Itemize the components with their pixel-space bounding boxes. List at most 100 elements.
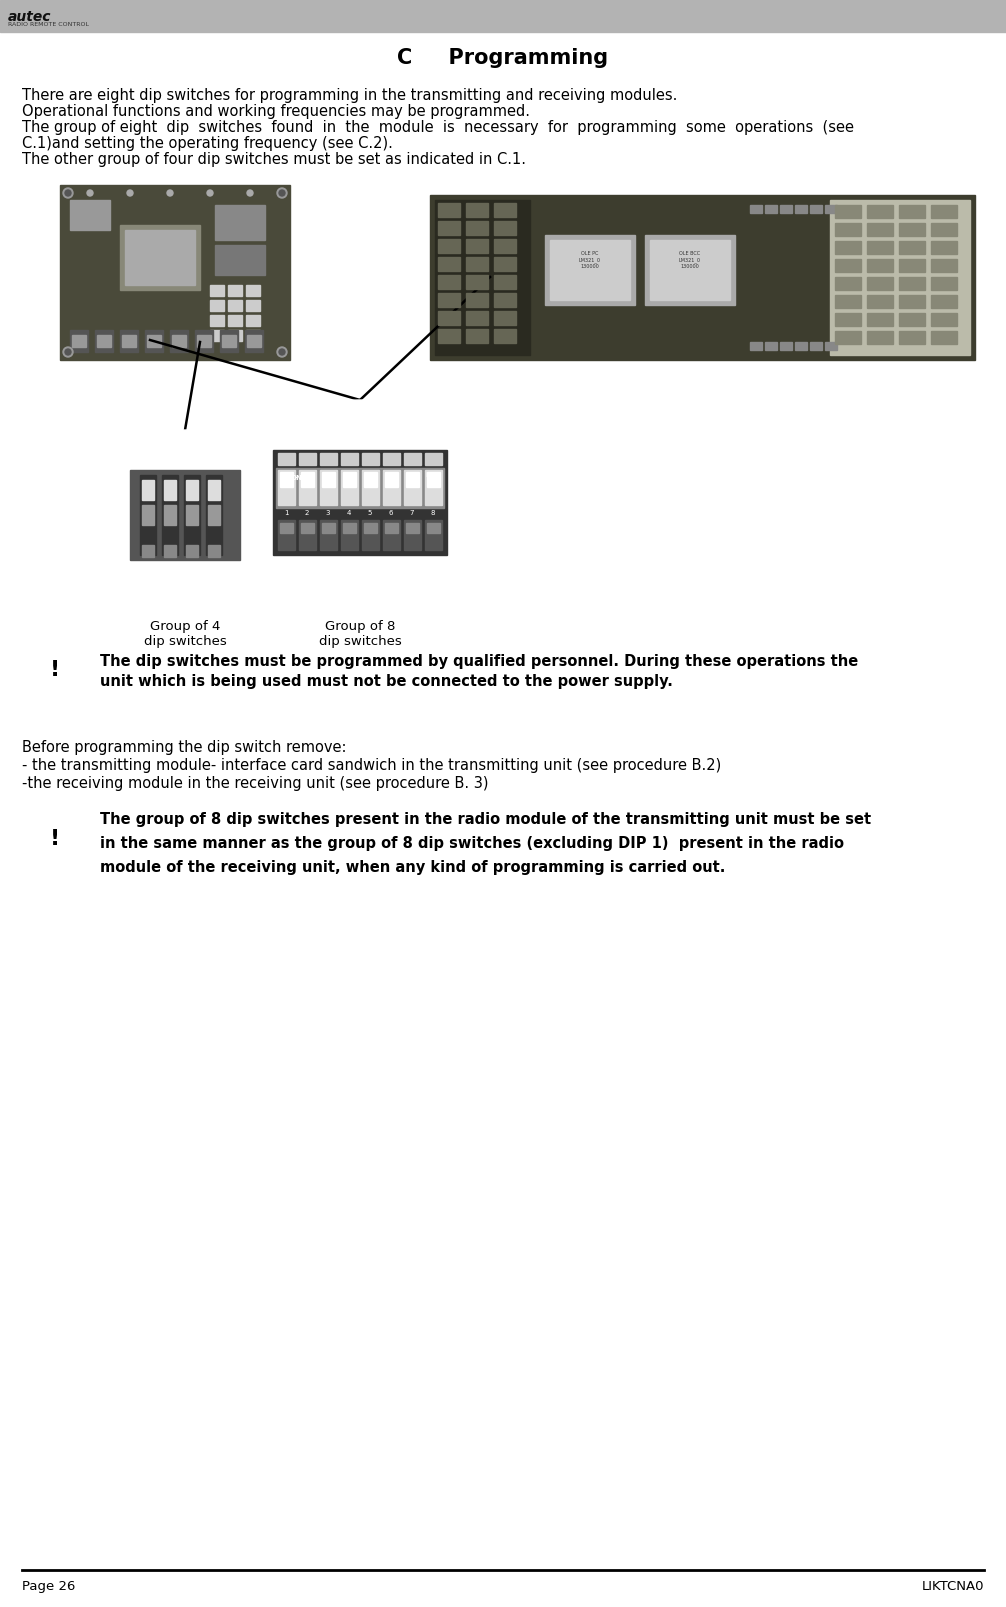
Bar <box>246 329 260 341</box>
Circle shape <box>207 190 213 196</box>
Bar <box>466 202 488 217</box>
Circle shape <box>65 190 71 196</box>
Bar <box>170 329 188 352</box>
Bar <box>425 469 442 505</box>
Bar <box>278 469 295 505</box>
Text: The other group of four dip switches must be set as indicated in C.1.: The other group of four dip switches mus… <box>22 153 526 167</box>
Bar <box>125 230 195 284</box>
Bar <box>208 505 220 525</box>
Bar <box>210 315 224 326</box>
Bar <box>322 472 335 487</box>
Bar <box>246 315 260 326</box>
Bar <box>320 521 337 550</box>
Bar <box>276 468 444 508</box>
Bar <box>228 329 242 341</box>
Bar <box>494 329 516 342</box>
Polygon shape <box>27 660 83 685</box>
Bar <box>364 472 377 487</box>
Text: !: ! <box>50 660 60 680</box>
Bar <box>494 292 516 307</box>
Text: Group of 4: Group of 4 <box>150 620 220 633</box>
Circle shape <box>277 188 287 198</box>
Text: 8: 8 <box>431 509 436 516</box>
Bar <box>835 296 861 309</box>
Bar <box>222 334 236 347</box>
Bar <box>322 522 335 534</box>
Bar <box>147 334 161 347</box>
Text: Page 26: Page 26 <box>22 1580 75 1593</box>
Text: OLE PC
LM321_0
130000: OLE PC LM321_0 130000 <box>579 251 601 268</box>
Bar <box>430 194 975 360</box>
Bar <box>162 476 178 554</box>
Bar <box>186 505 198 525</box>
Bar <box>466 312 488 325</box>
Bar <box>362 453 379 464</box>
Bar <box>899 331 925 344</box>
Bar <box>835 259 861 272</box>
Bar <box>246 301 260 312</box>
Bar <box>425 453 442 464</box>
Bar <box>835 206 861 219</box>
Bar <box>210 284 224 296</box>
Text: 1: 1 <box>284 509 289 516</box>
Bar <box>867 241 893 254</box>
Bar <box>210 329 224 341</box>
Bar <box>228 301 242 312</box>
Bar <box>780 206 792 214</box>
Text: The group of 8 dip switches present in the radio module of the transmitting unit: The group of 8 dip switches present in t… <box>100 812 871 828</box>
Bar <box>341 521 358 550</box>
Text: in the same manner as the group of 8 dip switches (excluding DIP 1)  present in : in the same manner as the group of 8 dip… <box>100 836 844 852</box>
Bar <box>466 292 488 307</box>
Bar <box>215 244 265 275</box>
Bar <box>273 450 447 554</box>
Bar <box>466 257 488 272</box>
Circle shape <box>279 349 285 355</box>
Bar <box>899 241 925 254</box>
Bar <box>140 476 156 554</box>
Bar <box>494 312 516 325</box>
Bar <box>122 334 136 347</box>
Bar <box>899 206 925 219</box>
Bar <box>186 480 198 500</box>
Circle shape <box>127 190 133 196</box>
Bar <box>210 301 224 312</box>
Bar <box>494 239 516 252</box>
Bar <box>438 292 460 307</box>
Bar <box>867 259 893 272</box>
Bar <box>494 257 516 272</box>
Bar <box>931 296 957 309</box>
Text: C     Programming: C Programming <box>397 48 609 67</box>
Bar <box>195 329 213 352</box>
Bar <box>383 521 400 550</box>
Text: 5: 5 <box>368 509 372 516</box>
Circle shape <box>277 347 287 357</box>
Bar <box>494 275 516 289</box>
Bar <box>427 522 440 534</box>
Bar <box>299 453 316 464</box>
Bar <box>246 284 260 296</box>
Text: 3: 3 <box>326 509 330 516</box>
Bar <box>931 276 957 289</box>
Bar <box>780 342 792 350</box>
Bar <box>765 342 777 350</box>
Bar <box>438 312 460 325</box>
Bar <box>206 476 222 554</box>
Text: The group of eight  dip  switches  found  in  the  module  is  necessary  for  p: The group of eight dip switches found in… <box>22 121 854 135</box>
Bar <box>301 472 314 487</box>
Bar <box>97 334 111 347</box>
Bar <box>931 259 957 272</box>
Bar <box>765 206 777 214</box>
Bar <box>406 522 420 534</box>
Bar <box>650 239 730 301</box>
Circle shape <box>279 190 285 196</box>
Bar <box>247 334 261 347</box>
Bar <box>385 472 398 487</box>
Circle shape <box>63 347 73 357</box>
Bar <box>142 480 154 500</box>
Bar <box>750 342 762 350</box>
Bar <box>208 545 220 558</box>
Bar <box>795 342 807 350</box>
Bar <box>343 522 356 534</box>
Ellipse shape <box>265 400 455 611</box>
Bar <box>810 206 822 214</box>
